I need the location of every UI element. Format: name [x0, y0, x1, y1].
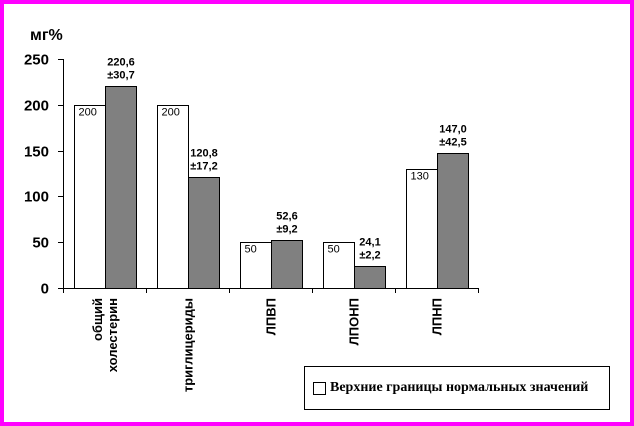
data-label-measured: ±17,2: [190, 161, 217, 173]
data-label-normal-limit: 200: [162, 107, 180, 119]
bar-measured: [105, 86, 137, 289]
data-label-measured: ±42,5: [439, 137, 466, 149]
x-tick-label: холестерин: [105, 298, 120, 372]
legend: Верхние границы нормальных значений: [304, 366, 610, 410]
bar-normal-limit: [240, 242, 272, 289]
data-label-measured: 52,6: [276, 211, 297, 223]
y-tick-label: 250: [24, 52, 49, 69]
bar-normal-limit: [74, 105, 106, 289]
data-label-normal-limit: 130: [411, 171, 429, 183]
legend-swatch-normal-limits: [313, 381, 326, 395]
x-tick-label: общий: [90, 298, 105, 341]
y-tick-label: 150: [24, 144, 49, 161]
data-label-normal-limit: 50: [328, 244, 340, 256]
x-tick-label: ЛПВП: [264, 298, 279, 335]
x-tick-label: триглицериды: [181, 298, 196, 392]
x-tick-label: ЛПНП: [430, 298, 445, 335]
data-label-measured: 24,1: [359, 237, 380, 249]
data-label-normal-limit: 200: [79, 107, 97, 119]
data-label-measured: 120,8: [190, 148, 218, 160]
bar-measured: [437, 153, 469, 289]
y-tick-label: 200: [24, 98, 49, 115]
bar-measured: [188, 177, 220, 289]
bar-measured: [271, 240, 303, 289]
data-label-measured: ±2,2: [359, 250, 380, 262]
bar-normal-limit: [323, 242, 355, 289]
data-label-measured: 220,6: [107, 57, 135, 69]
data-label-measured: 147,0: [439, 124, 467, 136]
legend-label: Верхние границы нормальных значений: [330, 380, 589, 395]
data-label-measured: ±9,2: [276, 224, 297, 236]
y-axis-label: мг%: [30, 27, 63, 44]
bar-normal-limit: [406, 169, 438, 289]
y-tick-label: 50: [32, 235, 49, 252]
y-tick-label: 100: [24, 189, 49, 206]
data-label-normal-limit: 50: [245, 244, 257, 256]
x-tick-label: ЛПОНП: [347, 298, 362, 345]
bar-normal-limit: [157, 105, 189, 289]
data-label-measured: ±30,7: [107, 70, 134, 82]
bar-measured: [354, 266, 386, 289]
y-tick-label: 0: [41, 281, 49, 298]
